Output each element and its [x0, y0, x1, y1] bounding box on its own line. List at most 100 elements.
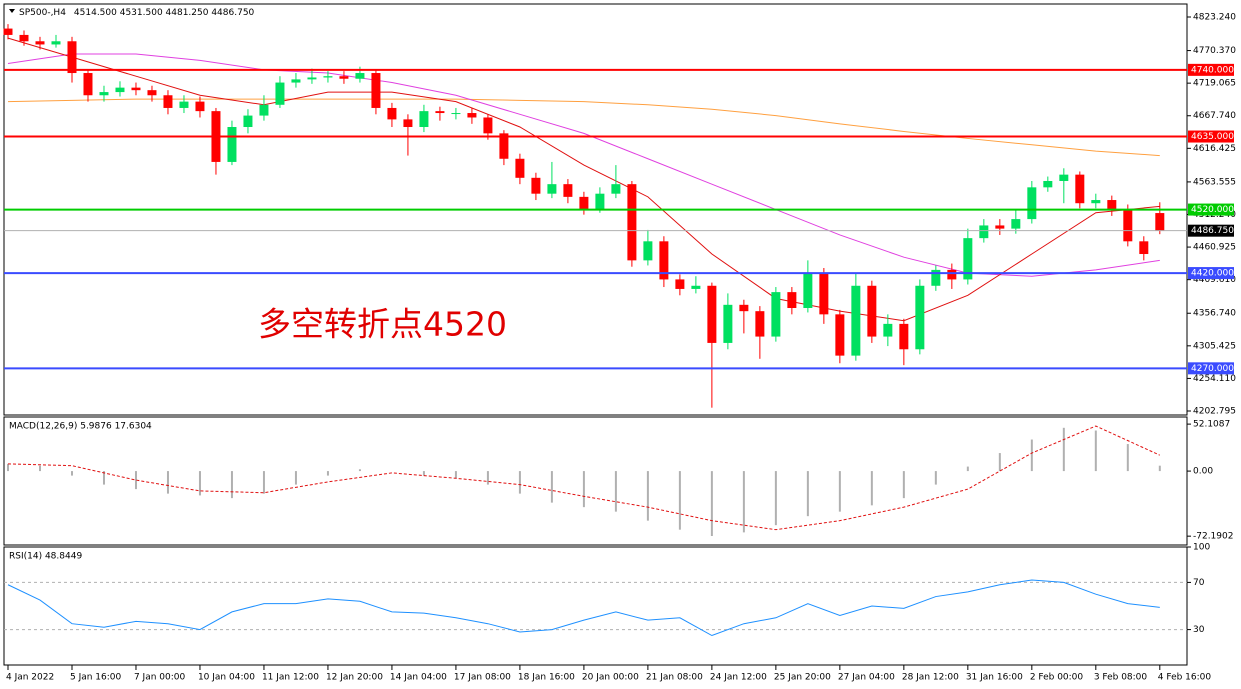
candle-body — [227, 127, 237, 162]
last-price-box — [1188, 224, 1234, 237]
candle-body — [451, 113, 461, 115]
candle-body — [979, 225, 989, 239]
candle-body — [499, 133, 509, 159]
candle-body — [1059, 174, 1069, 181]
candle-body — [1011, 219, 1021, 229]
y-tick-label: 0.00 — [1193, 467, 1213, 477]
x-tick-label: 21 Jan 08:00 — [646, 673, 703, 683]
candle-body — [1091, 200, 1101, 204]
y-tick-label: 4254.110 — [1193, 374, 1236, 384]
candle-body — [963, 238, 973, 280]
x-tick-label: 18 Jan 16:00 — [518, 673, 575, 683]
candle-body — [339, 76, 349, 79]
x-tick-label: 24 Jan 12:00 — [710, 673, 767, 683]
candle-body — [291, 79, 301, 83]
x-tick-label: 28 Jan 12:00 — [902, 673, 959, 683]
y-tick-label: 4770.370 — [1193, 46, 1236, 56]
y-tick-label: 4823.240 — [1193, 12, 1236, 22]
x-tick-label: 4 Jan 2022 — [6, 673, 54, 683]
level-label: 4635.000 — [1191, 132, 1234, 142]
candle-body — [515, 158, 525, 178]
y-tick-label: 4202.795 — [1193, 407, 1236, 417]
y-tick-label: 52.1087 — [1193, 420, 1230, 430]
candle-body — [627, 184, 637, 261]
x-tick-label: 3 Feb 08:00 — [1094, 673, 1148, 683]
candle-body — [659, 241, 669, 280]
candle-body — [787, 292, 797, 308]
x-tick-label: 31 Jan 16:00 — [966, 673, 1023, 683]
candle-body — [931, 269, 941, 286]
y-tick-label: 4409.610 — [1193, 275, 1236, 285]
x-tick-label: 25 Jan 20:00 — [774, 673, 831, 683]
y-tick-label: 70 — [1193, 578, 1205, 588]
candle-body — [899, 323, 909, 350]
ohlc: 4514.500 4531.500 4481.250 4486.750 — [74, 8, 255, 18]
candle-body — [1107, 200, 1117, 210]
y-tick-label: 4667.740 — [1193, 111, 1236, 121]
y-tick-label: 4616.425 — [1193, 144, 1236, 154]
candle-body — [1123, 209, 1133, 242]
candle-body — [131, 87, 141, 91]
x-tick-label: 11 Jan 12:00 — [262, 673, 319, 683]
level-label: 4740.000 — [1191, 65, 1234, 75]
y-tick-label: 4356.740 — [1193, 309, 1236, 319]
y-tick-label: -72.1902 — [1193, 532, 1233, 542]
candle-body — [819, 273, 829, 315]
y-tick-label: 4719.065 — [1193, 79, 1236, 89]
candle-body — [83, 73, 93, 96]
x-tick-label: 10 Jan 04:00 — [198, 673, 255, 683]
candle-body — [35, 41, 45, 45]
rsi-line — [7, 579, 1160, 637]
candle-body — [67, 41, 77, 74]
candle-body — [1075, 174, 1085, 204]
y-tick-label: 4305.425 — [1193, 341, 1236, 351]
candle-body — [547, 184, 557, 194]
candle-body — [835, 314, 845, 356]
level-label-box — [1188, 130, 1234, 143]
panel — [3, 416, 1188, 546]
y-tick-label: 4460.925 — [1193, 243, 1236, 253]
candle-body — [115, 87, 125, 93]
x-tick-label: 12 Jan 20:00 — [326, 673, 383, 683]
level-label-box — [1188, 203, 1234, 216]
signal-line — [7, 425, 1161, 531]
candle-body — [803, 273, 813, 308]
indicator-title: MACD(12,26,9) 5.9876 17.6304 — [9, 422, 152, 432]
panel — [3, 546, 1188, 666]
candle-body — [387, 107, 397, 120]
level-label: 4520.000 — [1191, 205, 1234, 215]
level-label-box — [1188, 63, 1234, 76]
candle-body — [723, 304, 733, 343]
candle-body — [99, 92, 109, 96]
candle-body — [1043, 180, 1053, 188]
candle-body — [771, 292, 781, 337]
level-label: 4270.000 — [1191, 364, 1234, 374]
level-label-box — [1188, 362, 1234, 375]
y-tick-label: 100 — [1193, 543, 1210, 553]
y-tick-label: 4563.555 — [1193, 177, 1236, 187]
candle-body — [483, 117, 493, 134]
candle-body — [675, 279, 685, 289]
x-tick-label: 20 Jan 00:00 — [582, 673, 639, 683]
candle-body — [611, 184, 621, 194]
candle-body — [3, 28, 13, 35]
candle-body — [419, 111, 429, 128]
candle-body — [179, 101, 189, 108]
candle-body — [195, 101, 205, 112]
candle-body — [579, 196, 589, 210]
candle-body — [755, 311, 765, 337]
candle-body — [275, 82, 285, 105]
last-price-label: 4486.750 — [1191, 226, 1234, 236]
candle-body — [259, 104, 269, 116]
candle-body — [243, 115, 253, 128]
candle-body — [1139, 241, 1149, 255]
candle-body — [995, 225, 1005, 229]
candle-body — [563, 184, 573, 197]
candle-body — [19, 34, 29, 42]
candle-body — [739, 304, 749, 312]
level-label-box — [1188, 267, 1234, 280]
candle-body — [883, 323, 893, 337]
x-tick-label: 14 Jan 04:00 — [390, 673, 447, 683]
candle-body — [595, 193, 605, 210]
